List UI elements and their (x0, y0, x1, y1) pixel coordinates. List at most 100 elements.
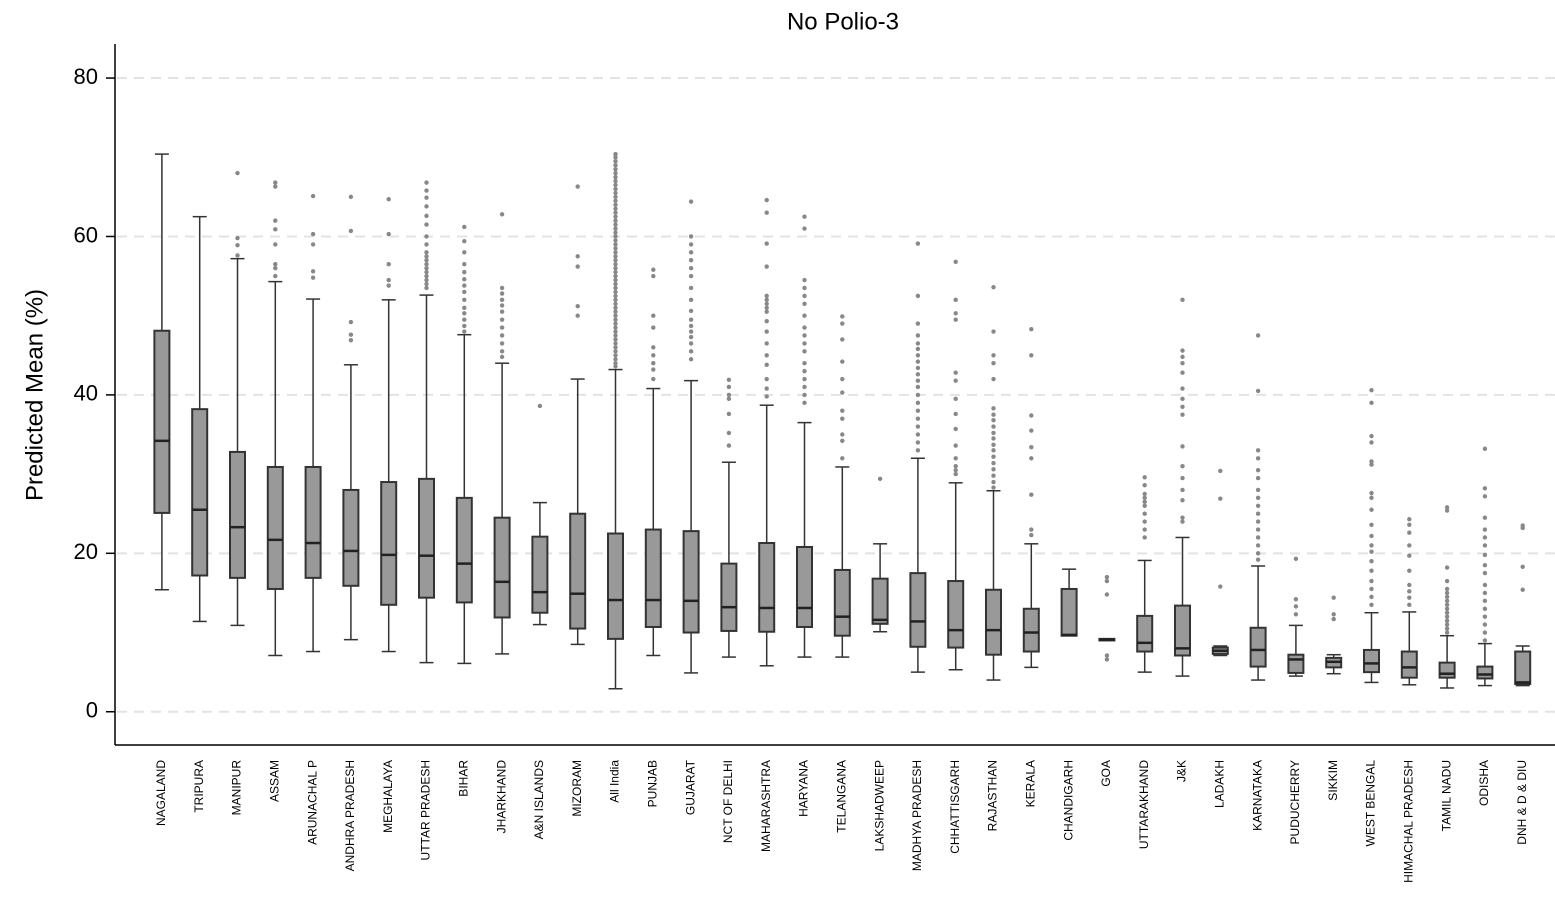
outlier (1444, 614, 1450, 619)
outlier (575, 313, 580, 318)
outlier (348, 194, 354, 200)
x-tick-label: MEGHALAYA (381, 760, 395, 833)
outlier (1255, 475, 1261, 481)
outlier (915, 372, 921, 377)
outlier (991, 454, 996, 459)
outlier (1029, 428, 1034, 433)
outlier (764, 241, 769, 246)
outlier (1029, 326, 1034, 332)
outlier (915, 321, 921, 326)
outlier (1142, 491, 1147, 497)
outlier (688, 341, 694, 346)
outlier (1142, 499, 1147, 505)
outlier (1331, 616, 1336, 622)
outlier (1482, 614, 1488, 619)
outlier (613, 230, 618, 235)
outlier (802, 285, 807, 291)
outlier (613, 166, 618, 172)
outlier (613, 333, 618, 338)
outlier (1255, 527, 1261, 532)
outlier (1255, 519, 1261, 524)
outlier (462, 224, 467, 230)
outlier (726, 430, 732, 436)
outlier (991, 424, 996, 429)
outlier (1369, 602, 1374, 607)
outlier (310, 275, 316, 280)
outlier (613, 285, 618, 291)
x-tick-label: TRIPURA (192, 760, 206, 813)
x-tick-label: KERALA (1023, 760, 1037, 807)
outlier (688, 317, 694, 322)
outlier (953, 396, 958, 402)
outlier (764, 264, 769, 269)
outlier (613, 337, 618, 342)
outlier (764, 297, 769, 303)
x-tick-label: NCT OF DELHI (721, 760, 735, 843)
outlier (915, 293, 921, 299)
outlier (1029, 353, 1034, 358)
outlier (915, 346, 921, 352)
outlier (953, 370, 958, 375)
outlier (991, 418, 996, 423)
outlier (991, 442, 996, 447)
outlier (613, 364, 618, 369)
outlier (726, 392, 732, 398)
outlier (1482, 494, 1488, 499)
outlier (424, 281, 429, 287)
box (418, 477, 435, 599)
outlier (613, 313, 618, 318)
outlier (424, 195, 429, 200)
outlier (424, 265, 429, 271)
outlier (613, 317, 618, 322)
outlier (915, 392, 921, 398)
outlier (310, 242, 316, 247)
outlier (1482, 638, 1488, 643)
outlier (991, 361, 996, 366)
outlier (1369, 549, 1374, 554)
outlier (1482, 622, 1488, 627)
outlier (613, 178, 618, 184)
outlier (1180, 515, 1185, 520)
outlier (273, 262, 278, 267)
outlier (613, 262, 618, 267)
x-tick-label: MIZORAM (570, 760, 584, 817)
outlier (1255, 467, 1261, 473)
outlier (1369, 462, 1374, 467)
y-tick-label: 20 (74, 539, 98, 564)
outlier (1444, 602, 1450, 607)
outlier (424, 262, 429, 267)
x-tick-label: TAMIL NADU (1439, 760, 1453, 831)
outlier (764, 386, 769, 391)
outlier (991, 406, 996, 411)
box (1476, 665, 1494, 680)
outlier (1482, 515, 1488, 520)
outlier (953, 411, 958, 417)
outlier (1255, 487, 1261, 493)
outlier (991, 473, 996, 478)
outlier (386, 231, 391, 237)
outlier (1369, 533, 1374, 539)
outlier (1180, 396, 1185, 402)
outlier (991, 460, 996, 466)
outlier (1331, 612, 1336, 617)
outlier (424, 213, 429, 219)
outlier (1142, 511, 1147, 516)
x-tick-label: ODISHA (1477, 760, 1491, 806)
outlier (1444, 610, 1450, 615)
outlier (802, 368, 807, 374)
outlier (462, 277, 467, 282)
x-tick-label: WEST BENGAL (1364, 760, 1378, 847)
x-tick-label: ASSAM (267, 760, 281, 802)
outlier (991, 448, 996, 453)
box (1022, 607, 1040, 653)
outlier (499, 325, 505, 330)
outlier (613, 301, 618, 307)
outlier (499, 291, 505, 296)
outlier (1029, 532, 1034, 538)
box (1438, 661, 1456, 679)
outlier (499, 349, 505, 354)
outlier (424, 269, 429, 275)
outlier (1444, 594, 1450, 600)
